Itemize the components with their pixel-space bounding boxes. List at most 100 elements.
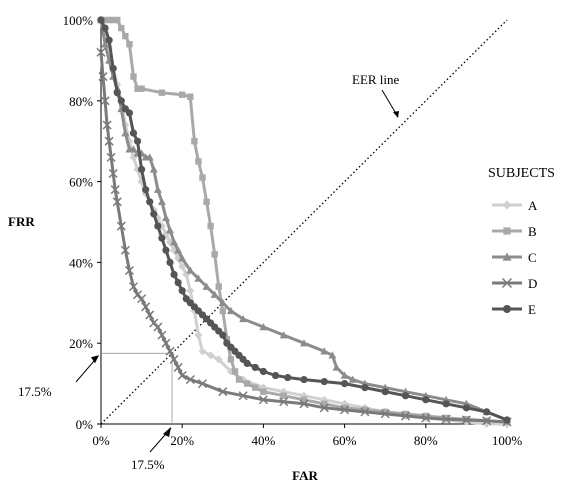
data-point-triangle (153, 185, 162, 193)
data-point-diamond (214, 355, 223, 364)
x-tick-label: 40% (251, 433, 275, 448)
data-point-square (118, 24, 125, 32)
data-point-cross (340, 405, 350, 415)
data-point-circle (251, 363, 259, 372)
data-point-triangle (340, 371, 349, 379)
data-point-circle (150, 210, 158, 218)
eer-y-value-label: 17.5% (18, 384, 52, 399)
legend-label: B (528, 224, 537, 239)
data-point-triangle (170, 238, 179, 246)
data-point-circle (284, 373, 292, 382)
eer-y-arrowhead (91, 355, 99, 364)
data-point-cross (108, 168, 118, 179)
data-point-square (341, 404, 348, 412)
data-point-triangle (186, 266, 195, 274)
data-point-circle (158, 234, 166, 242)
x-tick-label: 0% (92, 433, 110, 448)
data-point-cross (110, 185, 120, 195)
data-point-cross (98, 72, 108, 82)
data-point-square (130, 73, 137, 80)
data-point-cross (137, 294, 147, 304)
series-line-c (99, 19, 508, 422)
data-point-square (179, 91, 186, 98)
data-point-cross (128, 282, 139, 292)
legend-label: E (528, 302, 536, 317)
data-point-cross (421, 413, 431, 423)
series-line-d (99, 52, 508, 424)
data-point-square (105, 16, 113, 24)
data-point-triangle (202, 282, 211, 290)
legend-item-e: E (492, 302, 536, 317)
data-point-circle (154, 222, 162, 230)
data-point-square (195, 158, 202, 165)
data-point-square (101, 16, 109, 24)
data-point-square (227, 356, 235, 363)
data-point-square (321, 400, 328, 407)
data-point-circle (109, 64, 117, 73)
series-line-e (99, 19, 508, 422)
data-point-square (138, 85, 145, 92)
data-point-square (300, 396, 308, 403)
data-point-square (235, 376, 243, 383)
data-point-square (231, 368, 239, 375)
data-point-square (260, 388, 267, 395)
data-point-cross (319, 403, 329, 413)
data-point-cross (185, 375, 195, 385)
data-point-circle (178, 287, 186, 295)
legend-label: D (528, 276, 537, 291)
y-tick-label: 0% (76, 417, 94, 432)
x-tick-label: 80% (414, 433, 438, 448)
data-point-circle (138, 165, 146, 174)
y-tick-label: 80% (69, 94, 93, 109)
eer-label-arrowhead (393, 111, 399, 118)
data-point-square (219, 307, 226, 315)
data-point-cross (380, 409, 390, 419)
eer-line-group (75, 19, 508, 453)
data-point-triangle (149, 165, 158, 173)
data-point-square (402, 410, 409, 418)
data-point-square (223, 335, 231, 343)
legend-item-b: B (492, 224, 537, 239)
data-point-square (109, 16, 117, 24)
eer-line (100, 19, 508, 425)
data-point-square (158, 89, 166, 96)
data-point-cross (177, 370, 187, 381)
data-point-cross (153, 322, 163, 332)
legend-title: SUBJECTS (488, 166, 555, 181)
data-point-circle (401, 392, 410, 400)
data-point-triangle (279, 331, 288, 339)
data-point-triangle (239, 314, 248, 323)
data-point-diamond (198, 347, 207, 356)
data-point-triangle (101, 40, 110, 48)
data-point-circle (271, 371, 280, 380)
data-point-circle (101, 24, 109, 32)
data-point-cross (106, 152, 116, 162)
data-point-circle (117, 97, 125, 105)
data-point-cross (169, 354, 179, 364)
data-point-triangle (166, 226, 175, 234)
data-point-triangle (348, 375, 357, 383)
data-point-cross (124, 265, 134, 276)
data-point-cross (96, 47, 106, 57)
data-point-cross (102, 120, 112, 130)
data-point-diamond (206, 351, 215, 360)
data-point-circle (97, 16, 105, 24)
y-tick-label: 100% (63, 13, 94, 28)
data-point-triangle (129, 145, 138, 153)
data-point-cross (482, 416, 492, 426)
data-point-cross (400, 411, 411, 421)
data-point-circle (174, 279, 182, 287)
data-point-circle (113, 89, 121, 97)
data-point-diamond (502, 200, 512, 210)
eer-line-label: EER line (352, 72, 400, 87)
eer-x-value-label: 17.5% (131, 457, 165, 472)
series-line-a (99, 19, 507, 426)
data-point-diamond (178, 262, 187, 271)
data-point-square (243, 380, 251, 387)
data-point-circle (483, 408, 491, 416)
series-layer (96, 16, 512, 428)
data-point-cross (501, 277, 513, 289)
series-a (97, 16, 511, 428)
data-point-circle (361, 384, 369, 392)
